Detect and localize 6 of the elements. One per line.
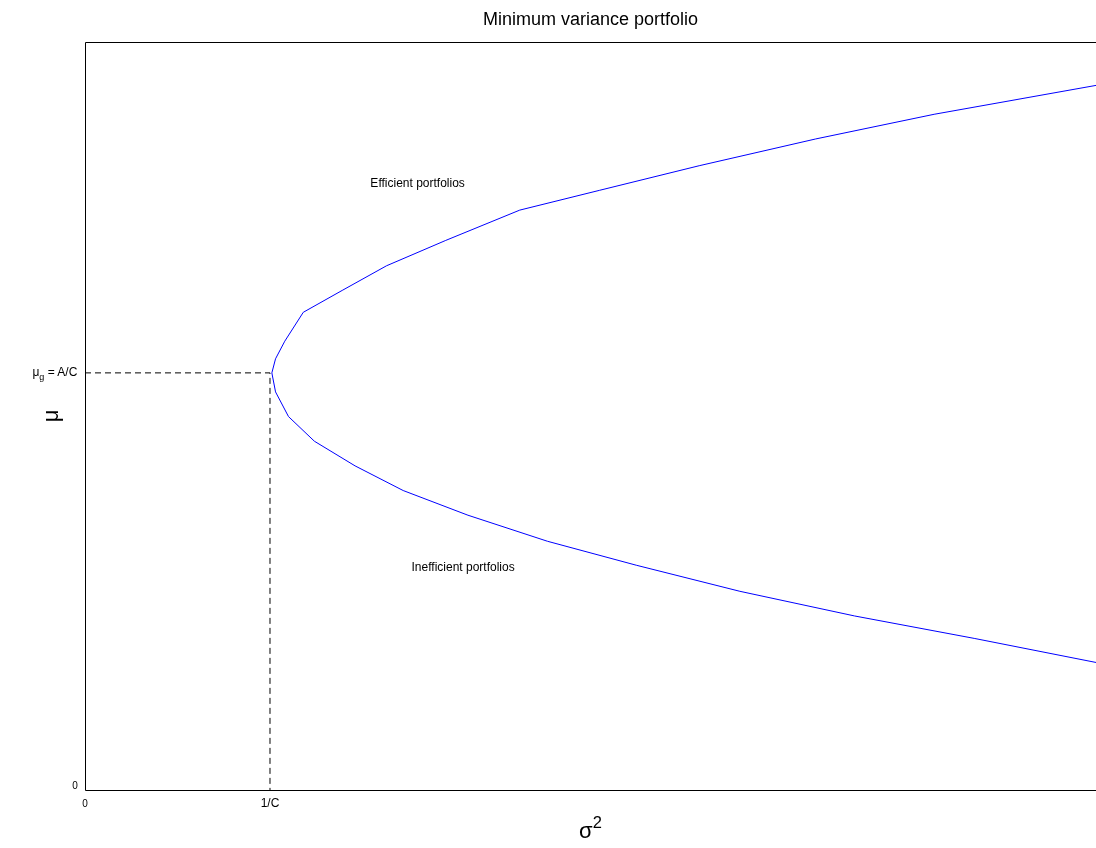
annotation: Inefficient portfolios: [411, 560, 515, 575]
x-tick-label: 1/C: [260, 796, 280, 811]
annotation: Efficient portfolios: [370, 175, 465, 190]
chart-title: Minimum variance portfolio: [482, 8, 699, 29]
y-axis-title: μ: [38, 409, 64, 423]
text: 0: [72, 780, 79, 792]
